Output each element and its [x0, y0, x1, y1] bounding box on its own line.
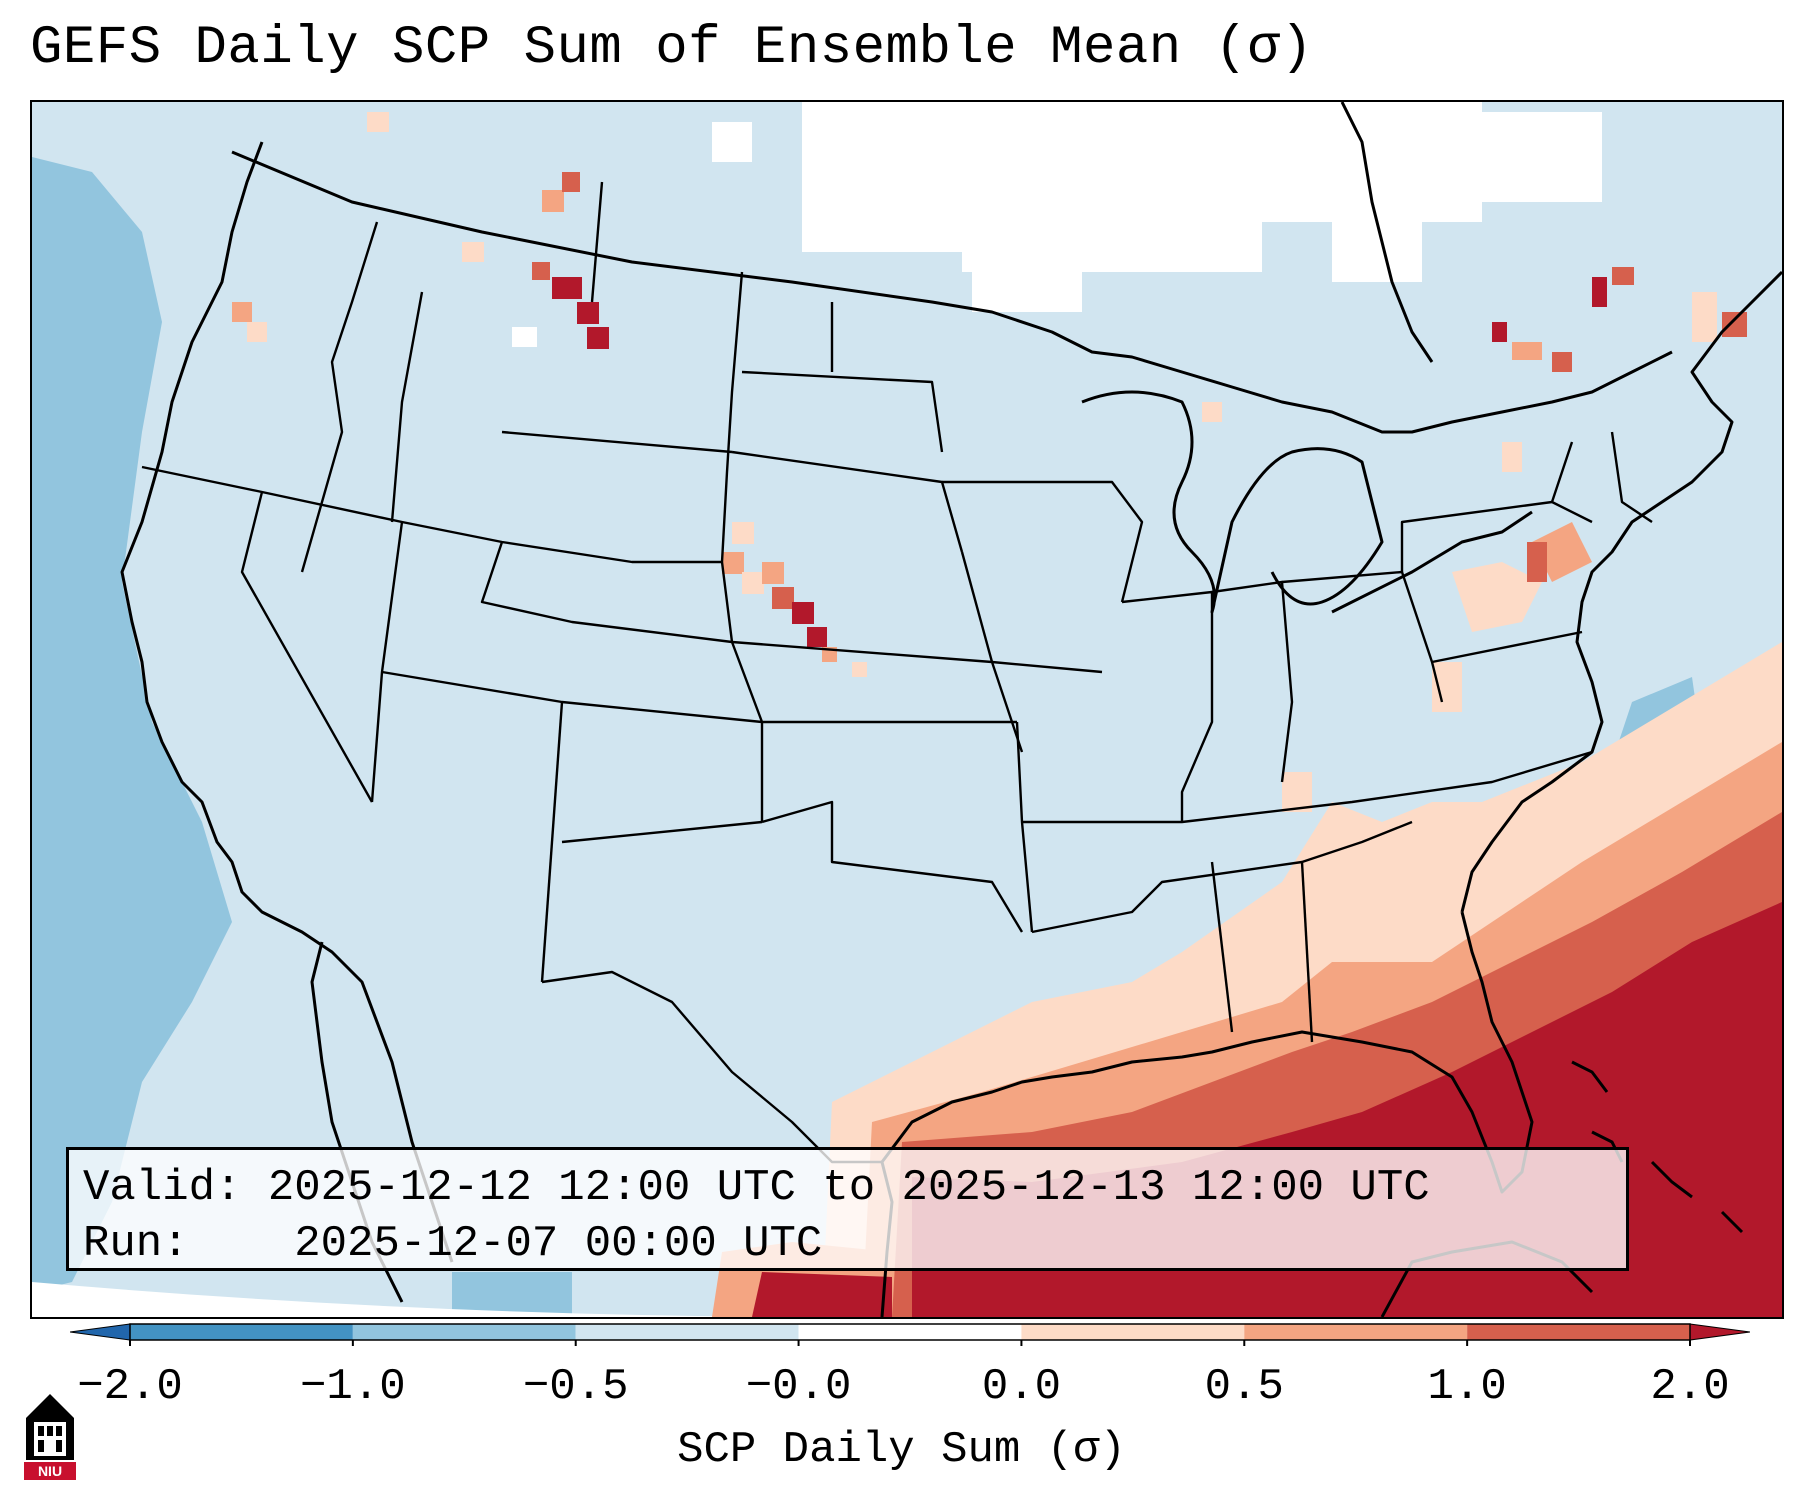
valid-label: Valid:: [83, 1163, 242, 1213]
state-borders: [141, 181, 1653, 1164]
positive-cells-inland: [232, 112, 1747, 812]
validity-info-box: Valid: 2025-12-12 12:00 UTC to 2025-12-1…: [66, 1147, 1629, 1271]
hudson-bay-east: [1340, 102, 1434, 363]
colorbar-bin: [575, 1324, 799, 1340]
colorbar-tick-label: 2.0: [1650, 1362, 1730, 1412]
canada-border: [231, 150, 1673, 434]
colorbar-bin: [1244, 1324, 1468, 1340]
map-panel: [30, 100, 1784, 1319]
colorbar-tick-label: 0.5: [1204, 1362, 1284, 1412]
colorbar-bin: [352, 1324, 576, 1340]
colorbar-tick-label: −0.5: [522, 1362, 629, 1412]
valid-value: 2025-12-12 12:00 UTC to 2025-12-13 12:00…: [267, 1163, 1430, 1213]
colorbar-outline: [129, 1323, 1691, 1341]
east-coast: [1460, 270, 1782, 913]
colorbar-tick-label: −1.0: [300, 1362, 406, 1412]
map-title: GEFS Daily SCP Sum of Ensemble Mean (σ): [30, 18, 1314, 79]
run-label: Run:: [83, 1219, 189, 1269]
colorbar-extend-high: [1689, 1323, 1750, 1341]
colorbar-label: SCP Daily Sum (σ): [677, 1425, 1126, 1475]
colorbar-tick-label: −2.0: [77, 1362, 183, 1412]
colorbar-bin: [1467, 1324, 1690, 1340]
map-canvas: [32, 102, 1782, 1317]
logo-text: NIU: [38, 1463, 62, 1479]
west-coast: [120, 141, 454, 1263]
colorbar-bin: [798, 1324, 1022, 1340]
colorbar-extend-low: [70, 1323, 131, 1341]
colorbar-bins: [70, 1323, 1750, 1346]
coastlines-and-borders: [120, 102, 1782, 1317]
colorbar: [70, 1323, 1750, 1346]
colorbar-tick-label: −0.0: [745, 1362, 852, 1412]
colorbar-bin: [130, 1324, 353, 1340]
gulf-coast: [880, 911, 1534, 1317]
niu-logo-icon: NIU: [24, 1394, 76, 1480]
colorbar-tick-label: 1.0: [1427, 1362, 1507, 1412]
colorbar-tick-label: 0.0: [981, 1362, 1062, 1412]
colorbar-bin: [1021, 1324, 1245, 1340]
run-value: 2025-12-07 00:00 UTC: [294, 1219, 823, 1269]
